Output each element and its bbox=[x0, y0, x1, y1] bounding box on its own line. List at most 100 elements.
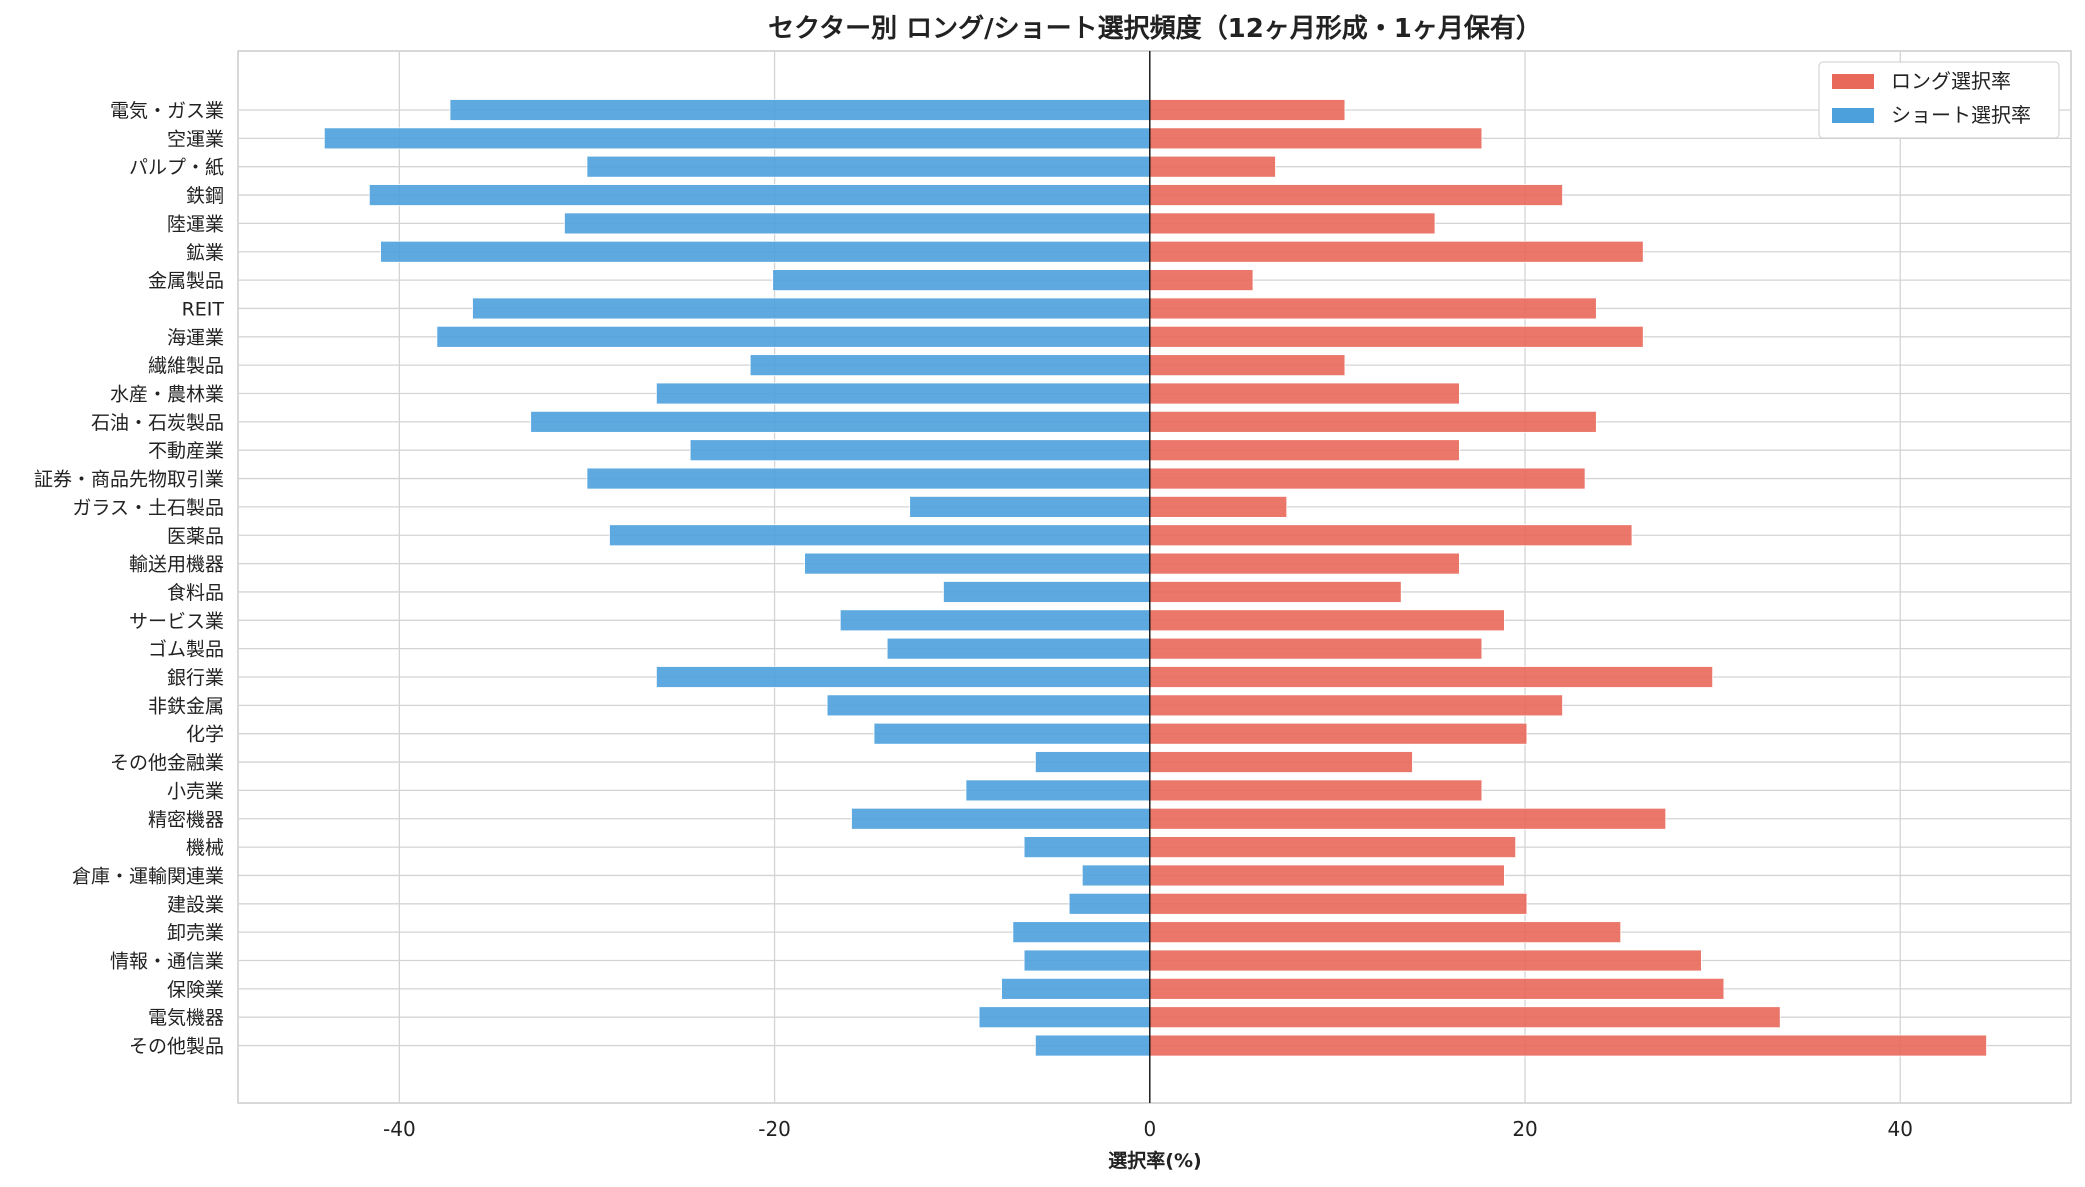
y-tick-label: 不動産業 bbox=[148, 440, 224, 462]
short-bar bbox=[586, 467, 1151, 490]
y-tick-label: 金属製品 bbox=[148, 270, 224, 292]
plot-area bbox=[237, 50, 2072, 1104]
short-bar bbox=[472, 297, 1151, 320]
short-bar bbox=[655, 666, 1151, 688]
long-bar bbox=[1149, 694, 1563, 717]
y-tick-label: サービス業 bbox=[129, 610, 224, 632]
y-tick-label: ガラス・土石製品 bbox=[72, 497, 224, 519]
y-tick-label: 機械 bbox=[186, 837, 224, 859]
short-bar bbox=[655, 382, 1151, 405]
short-bar bbox=[1023, 949, 1151, 972]
y-tick-label: 卸売業 bbox=[167, 922, 224, 944]
legend-swatch-short bbox=[1832, 108, 1874, 123]
y-tick-label: 化学 bbox=[186, 724, 224, 746]
y-tick-label: 銀行業 bbox=[167, 667, 224, 689]
y-tick-label: 情報・通信業 bbox=[110, 951, 224, 973]
long-bar bbox=[1149, 751, 1413, 773]
y-tick-label: 食料品 bbox=[167, 582, 224, 604]
chart-title: セクター別 ロング/ショート選択頻度（12ヶ月形成・1ヶ月保有） bbox=[768, 13, 1542, 44]
y-tick-label: 電気・ガス業 bbox=[110, 100, 224, 122]
short-bar bbox=[804, 552, 1151, 575]
long-bar bbox=[1149, 722, 1528, 745]
y-tick-label: 建設業 bbox=[167, 894, 224, 916]
long-bar bbox=[1149, 297, 1597, 320]
long-bar bbox=[1149, 921, 1622, 944]
long-bar bbox=[1149, 382, 1460, 405]
short-bar bbox=[873, 722, 1151, 745]
long-bar bbox=[1149, 836, 1517, 858]
short-bar bbox=[965, 779, 1151, 802]
y-tick-label: 非鉄金属 bbox=[148, 695, 224, 717]
long-bar bbox=[1149, 977, 1725, 1000]
short-bar bbox=[826, 694, 1151, 717]
legend-label-short: ショート選択率 bbox=[1891, 103, 2031, 127]
x-tick-label: -20 bbox=[758, 1117, 791, 1141]
y-tick-label: 医薬品 bbox=[167, 525, 224, 547]
y-tick-label: 陸運業 bbox=[167, 213, 224, 235]
y-tick-label: REIT bbox=[182, 298, 225, 320]
y-tick-label: 繊維製品 bbox=[148, 355, 224, 377]
y-tick-label: 輸送用機器 bbox=[129, 554, 224, 576]
legend-box bbox=[1818, 61, 2060, 139]
long-bar bbox=[1149, 807, 1667, 830]
y-tick-label: 鉱業 bbox=[186, 242, 224, 264]
short-bar bbox=[1023, 836, 1151, 858]
short-bar bbox=[689, 439, 1151, 462]
long-bar bbox=[1149, 524, 1633, 547]
short-bar bbox=[323, 127, 1151, 150]
y-tick-label: パルプ・紙 bbox=[129, 157, 224, 179]
short-bar bbox=[1012, 921, 1151, 944]
long-bar bbox=[1149, 269, 1254, 292]
y-tick-label: 小売業 bbox=[167, 780, 224, 802]
short-bar bbox=[586, 155, 1151, 178]
short-bar bbox=[1068, 892, 1151, 915]
long-bar bbox=[1149, 212, 1436, 235]
y-tick-label: 石油・石炭製品 bbox=[91, 412, 224, 434]
short-bar bbox=[1081, 864, 1151, 887]
x-tick-label: 0 bbox=[1143, 1117, 1156, 1141]
x-tick-label: -40 bbox=[383, 1117, 416, 1141]
x-tick-label: 40 bbox=[1888, 1117, 1913, 1141]
legend-label-long: ロング選択率 bbox=[1891, 69, 2011, 93]
legend-swatch-long bbox=[1832, 74, 1874, 89]
short-bar bbox=[530, 410, 1151, 433]
long-bar bbox=[1149, 240, 1644, 263]
y-tick-label: 電気機器 bbox=[148, 1007, 224, 1029]
long-bar bbox=[1149, 637, 1483, 660]
long-bar bbox=[1149, 666, 1714, 688]
long-bar bbox=[1149, 155, 1276, 178]
short-bar bbox=[380, 240, 1151, 263]
long-bar bbox=[1149, 949, 1702, 972]
short-bar bbox=[436, 325, 1151, 348]
y-tick-label: 保険業 bbox=[167, 979, 224, 1001]
y-tick-label: その他製品 bbox=[129, 1036, 224, 1058]
short-bar bbox=[851, 807, 1151, 830]
legend: ロング選択率 ショート選択率 bbox=[1818, 61, 2060, 139]
long-bar bbox=[1149, 439, 1460, 462]
y-tick-label: 空運業 bbox=[167, 128, 224, 150]
short-bar bbox=[749, 354, 1151, 377]
x-tick-label: 20 bbox=[1512, 1117, 1537, 1141]
y-tick-label: ゴム製品 bbox=[148, 639, 224, 661]
y-tick-label: 水産・農林業 bbox=[110, 384, 224, 406]
short-bar bbox=[1034, 1034, 1151, 1057]
long-bar bbox=[1149, 325, 1644, 348]
long-bar bbox=[1149, 609, 1505, 632]
long-bar bbox=[1149, 779, 1483, 802]
short-bar bbox=[886, 637, 1151, 660]
y-tick-label: その他金融業 bbox=[110, 752, 224, 774]
long-bar bbox=[1149, 1034, 1987, 1057]
long-bar bbox=[1149, 127, 1483, 150]
long-bar bbox=[1149, 1006, 1781, 1029]
long-bar bbox=[1149, 354, 1346, 377]
short-bar bbox=[564, 212, 1151, 235]
short-bar bbox=[839, 609, 1151, 632]
short-bar bbox=[1034, 751, 1151, 773]
long-bar bbox=[1149, 552, 1460, 575]
long-bar bbox=[1149, 495, 1288, 518]
y-tick-label: 証券・商品先物取引業 bbox=[34, 469, 224, 491]
long-bar bbox=[1149, 892, 1528, 915]
short-bar bbox=[772, 269, 1151, 292]
y-tick-label: 精密機器 bbox=[148, 809, 224, 831]
